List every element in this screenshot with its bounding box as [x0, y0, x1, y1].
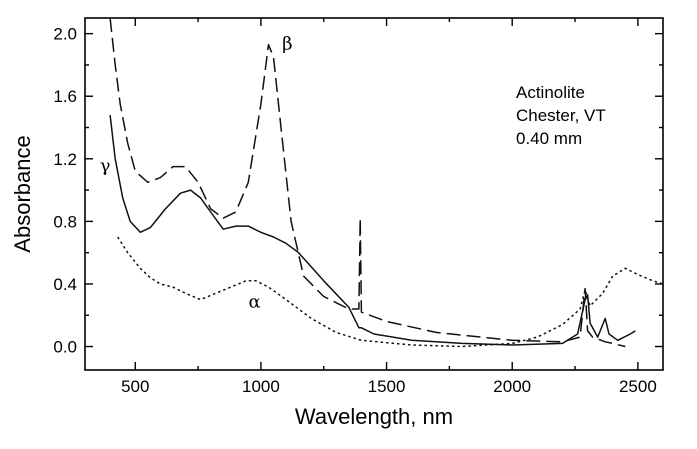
y-tick-label: 0.0 — [53, 338, 77, 357]
series-solid — [109, 114, 636, 346]
y-tick-label: 0.4 — [53, 275, 77, 294]
y-axis-label: Absorbance — [10, 135, 35, 252]
y-tick-label: 1.6 — [53, 87, 77, 106]
annotation-thickness: 0.40 mm — [516, 129, 582, 148]
series-dotted — [117, 236, 664, 348]
x-tick-label: 1500 — [368, 377, 406, 396]
y-tick-label: 1.2 — [53, 150, 77, 169]
x-axis-label: Wavelength, nm — [295, 404, 453, 429]
series-layer — [109, 17, 664, 348]
series-label: α — [249, 291, 261, 312]
annotation-mineral: Actinolite — [516, 83, 585, 102]
series-label: β — [282, 33, 292, 54]
labels-layer: β γ α — [100, 33, 293, 312]
annotation-location: Chester, VT — [516, 106, 606, 125]
y-tick-label: 0.8 — [53, 212, 77, 231]
axis-ticks: 500 1000 1500 2000 2500 0.0 0.4 0.8 1.2 1.6 2.0 — [53, 18, 663, 396]
series-label: γ — [100, 155, 111, 176]
x-tick-label: 2000 — [493, 377, 531, 396]
plot-frame — [84, 17, 664, 371]
x-tick-label: 500 — [121, 377, 149, 396]
series-long-dash — [109, 17, 626, 348]
x-tick-label: 1000 — [242, 377, 280, 396]
x-tick-label: 2500 — [619, 377, 657, 396]
y-tick-label: 2.0 — [53, 25, 77, 44]
